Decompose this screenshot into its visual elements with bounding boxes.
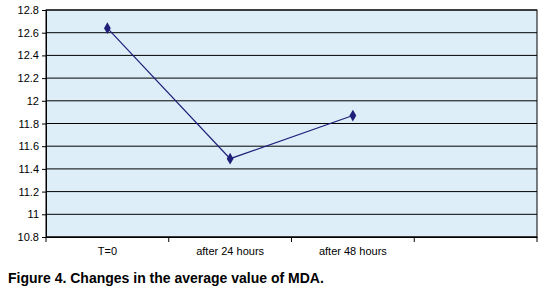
x-separator	[414, 237, 415, 242]
y-tick: 12.4	[18, 49, 46, 61]
y-tick-mark	[42, 33, 46, 34]
grid-line	[46, 32, 537, 33]
grid-line	[46, 214, 537, 215]
title: Figure 4. Changes in the average value o…	[8, 270, 324, 286]
y-tick-mark	[42, 214, 46, 215]
line	[107, 28, 353, 159]
y-tick: 12.6	[18, 27, 46, 39]
x-tick-label: after 24 hours	[196, 245, 264, 257]
y-tick: 11.4	[18, 163, 46, 175]
y-tick-mark	[42, 10, 46, 11]
grid-line	[46, 123, 537, 124]
chart: 10.8 11 11.2 11.4 11.6 11.8 12 12.2 12.4 12.6 12.8…	[0, 0, 553, 293]
y-tick-mark	[42, 237, 46, 238]
grid-line	[46, 168, 537, 169]
plot-background	[46, 10, 537, 237]
x-tick: after 24 hours	[196, 237, 264, 257]
x-axis: T=0 after 24 hours after 48 hours	[46, 237, 538, 257]
y-tick-mark	[42, 169, 46, 170]
marker	[349, 110, 356, 122]
y-tick-label: 11.4	[18, 163, 39, 175]
x-separator	[168, 237, 169, 242]
y-tick: 11	[28, 208, 46, 220]
grid-line	[46, 78, 537, 79]
y-tick-label: 11.8	[18, 118, 39, 130]
y-tick-mark	[42, 146, 46, 147]
grid-line	[46, 100, 537, 101]
marks	[104, 22, 356, 164]
grid-line	[46, 10, 537, 11]
marker	[227, 153, 234, 165]
y-tick-mark	[42, 101, 46, 102]
y-tick-label: 11.6	[18, 140, 39, 152]
x-tick: after 48 hours	[319, 237, 387, 257]
y-tick-label: 12.2	[18, 72, 39, 84]
grid	[46, 10, 537, 237]
y-tick: 12.8	[18, 4, 46, 16]
y-tick: 12.2	[18, 72, 46, 84]
y-axis: 10.8 11 11.2 11.4 11.6 11.8 12 12.2 12.4 12.6 12.8	[18, 4, 47, 243]
x-tick: T=0	[98, 237, 117, 257]
y-tick-label: 12.8	[18, 4, 39, 16]
grid-line	[46, 55, 537, 56]
y-tick-mark	[42, 78, 46, 79]
y-tick-mark	[42, 192, 46, 193]
y-tick: 11.8	[18, 118, 46, 130]
y-tick: 10.8	[18, 231, 46, 243]
grid-line	[46, 146, 537, 147]
y-tick-label: 12.6	[18, 27, 39, 39]
y-tick-label: 12	[27, 95, 39, 107]
y-tick-label: 11	[28, 208, 39, 220]
y-tick: 11.6	[18, 140, 46, 152]
x-tick-label: T=0	[98, 245, 117, 257]
y-tick-label: 10.8	[18, 231, 39, 243]
plot: 10.8 11 11.2 11.4 11.6 11.8 12 12.2 12.4 12.6 12.8…	[18, 4, 538, 257]
y-tick-label: 12.4	[18, 49, 39, 61]
x-separators	[46, 237, 537, 242]
y-tick: 11.2	[18, 186, 46, 198]
y-tick-mark	[42, 55, 46, 56]
y-axis-line	[42, 11, 47, 238]
x-tick-label: after 48 hours	[319, 245, 387, 257]
x-separator	[291, 237, 292, 242]
x-separator	[46, 237, 47, 242]
y-tick: 12	[27, 95, 46, 107]
x-separator	[537, 237, 538, 242]
marker	[104, 22, 111, 34]
y-tick-mark	[42, 124, 46, 125]
y-tick-label: 11.2	[18, 186, 39, 198]
grid-line	[46, 191, 537, 192]
